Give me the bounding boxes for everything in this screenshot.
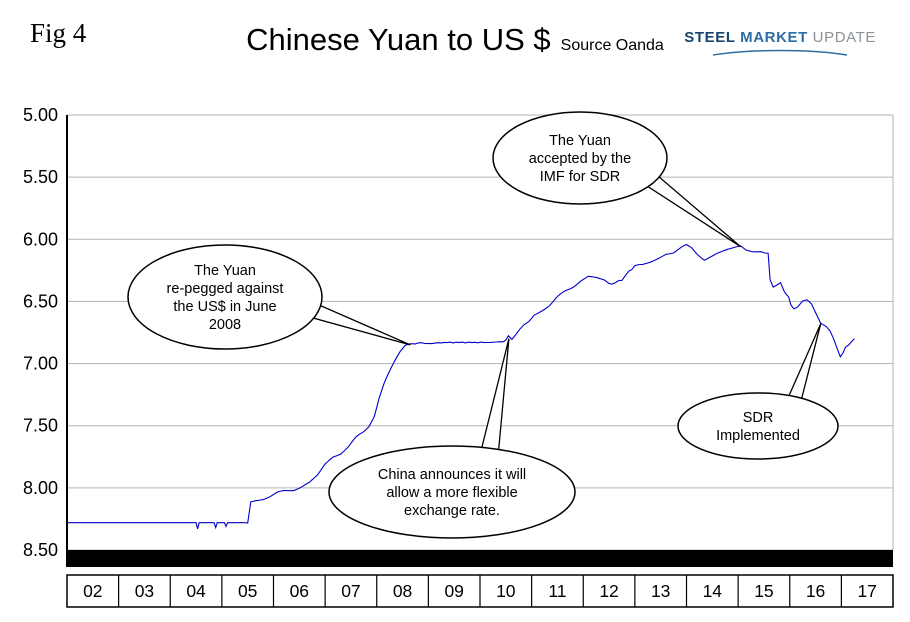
x-axis-tick-label: 06 xyxy=(290,581,309,601)
callout-text: Implemented xyxy=(716,428,800,444)
x-axis-tick-label: 03 xyxy=(135,581,154,601)
x-axis-tick-label: 08 xyxy=(393,581,412,601)
y-axis-tick-label: 8.50 xyxy=(23,540,58,560)
chart-title: Chinese Yuan to US $ xyxy=(246,22,551,57)
x-axis-tick-label: 05 xyxy=(238,581,257,601)
callout-text: SDR xyxy=(743,410,774,426)
x-axis-tick-label: 11 xyxy=(548,581,566,601)
y-axis-tick-label: 6.00 xyxy=(23,229,58,249)
logo-word-update: UPDATE xyxy=(812,29,876,46)
callout-ellipse xyxy=(328,445,576,539)
callout-ellipse xyxy=(127,244,323,350)
smu-logo-text: STEEL MARKET UPDATE xyxy=(684,29,876,47)
chart-header: Chinese Yuan to US $ Source Oanda xyxy=(0,22,910,58)
x-axis-tick-label: 04 xyxy=(186,581,206,601)
x-axis-tick-label: 07 xyxy=(341,581,360,601)
callout-tail xyxy=(787,323,822,406)
callout-text: The Yuan xyxy=(194,263,256,279)
callout-text: re-pegged against xyxy=(167,281,284,297)
x-axis-tick-label: 16 xyxy=(806,581,825,601)
y-axis-tick-label: 6.50 xyxy=(23,291,58,311)
y-axis-tick-label: 5.00 xyxy=(23,105,58,125)
exchange-rate-line xyxy=(67,243,855,530)
y-axis-tick-label: 5.50 xyxy=(23,167,58,187)
callout-text: accepted by the xyxy=(529,151,631,167)
smu-logo: STEEL MARKET UPDATE xyxy=(684,29,876,57)
callout-text: 2008 xyxy=(209,317,241,333)
figure-label: Fig 4 xyxy=(30,18,87,48)
source-label: Source Oanda xyxy=(560,37,664,54)
exchange-rate-chart: 5.00 5.50 6.00 6.50 7.00 7.50 8.00 8.50 02 03 04 05… xyxy=(23,105,894,608)
x-axis-tick-label: 14 xyxy=(703,581,723,601)
callout-text: exchange rate. xyxy=(404,503,500,519)
logo-swoosh-icon xyxy=(713,49,848,56)
callout-tail xyxy=(480,338,510,458)
callout-text: allow a more flexible xyxy=(386,485,517,501)
y-axis-tick-label: 7.00 xyxy=(23,354,58,374)
callout-tail xyxy=(305,300,411,346)
callout-tail xyxy=(643,168,742,248)
callout-text: China announces it will xyxy=(378,467,526,483)
x-axis-tick-label: 02 xyxy=(83,581,102,601)
callout-ellipse xyxy=(492,111,668,205)
callout-text: IMF for SDR xyxy=(540,169,621,185)
logo-word-market: MARKET xyxy=(740,29,808,46)
x-axis-tick-label: 17 xyxy=(857,581,876,601)
bottom-black-bar xyxy=(67,550,893,567)
callout-ellipse xyxy=(677,392,839,460)
logo-word-steel: STEEL xyxy=(684,29,736,46)
y-axis-tick-label: 8.00 xyxy=(23,478,58,498)
x-axis-tick-label: 13 xyxy=(651,581,670,601)
x-axis-tick-label: 10 xyxy=(496,581,516,601)
x-axis-tick-label: 12 xyxy=(599,581,618,601)
x-axis-tick-label: 09 xyxy=(444,581,463,601)
y-axis-tick-label: 7.50 xyxy=(23,416,58,436)
callout-text: The Yuan xyxy=(549,133,611,149)
x-axis-tick-label: 15 xyxy=(754,581,773,601)
callout-text: the US$ in June xyxy=(173,299,276,315)
